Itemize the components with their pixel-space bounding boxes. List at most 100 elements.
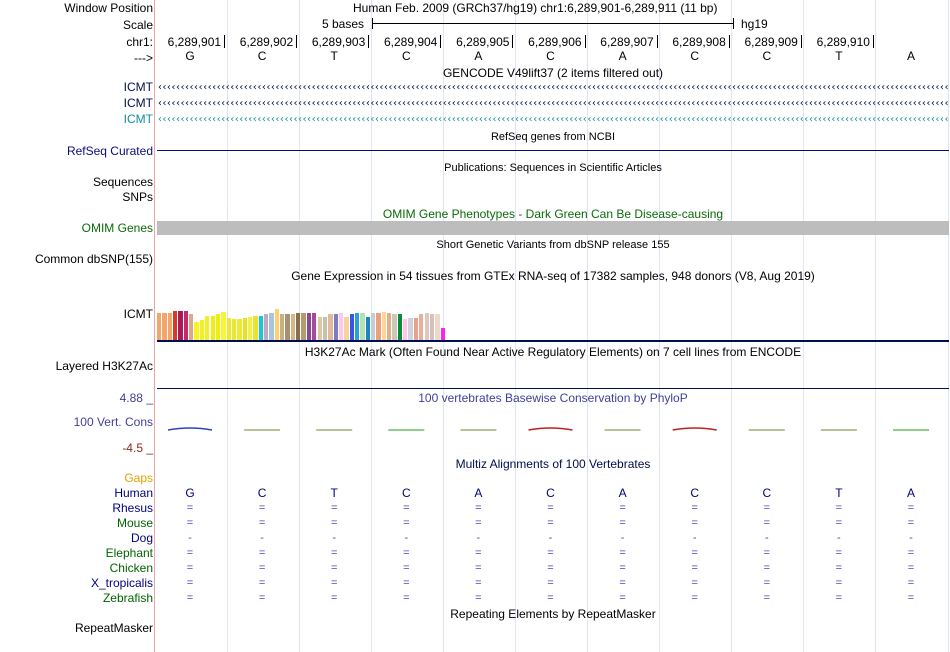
gencode-transcript-1[interactable]: ‹‹‹‹‹‹‹‹‹‹‹‹‹‹‹‹‹‹‹‹‹‹‹‹‹‹‹‹‹‹‹‹‹‹‹‹‹‹‹‹… xyxy=(157,83,949,93)
multiz-species-label[interactable]: Mouse xyxy=(116,516,153,530)
multiz-alignment-mark: = xyxy=(619,592,626,604)
gtex-tissue-bar[interactable] xyxy=(167,313,173,340)
multiz-alignment-mark: = xyxy=(763,502,771,514)
multiz-species-label[interactable]: Rhesus xyxy=(112,501,153,515)
multiz-species-label[interactable]: X_tropicalis xyxy=(90,576,153,590)
phylop-score-mark xyxy=(167,427,213,431)
gtex-tissue-bar[interactable] xyxy=(408,318,413,340)
label-snps[interactable]: SNPs xyxy=(122,190,153,204)
multiz-species-label[interactable]: Chicken xyxy=(109,561,153,575)
ruler-position-label: 6,289,906 xyxy=(528,35,582,49)
label-icmt-3[interactable]: ICMT xyxy=(123,112,153,126)
gtex-tissue-bar[interactable] xyxy=(413,318,419,340)
gencode-track-title: GENCODE V49lift37 (2 items filtered out) xyxy=(442,66,664,80)
gtex-tissue-bar[interactable] xyxy=(317,317,322,340)
multiz-alignment-mark: = xyxy=(403,517,410,529)
multiz-alignment-mark: - xyxy=(548,532,553,544)
gtex-tissue-bar[interactable] xyxy=(354,313,360,340)
gtex-tissue-bar[interactable] xyxy=(290,314,296,340)
gtex-tissue-bar[interactable] xyxy=(162,313,167,340)
gtex-bar-chart[interactable] xyxy=(156,284,556,340)
gtex-tissue-bar[interactable] xyxy=(381,312,387,340)
gtex-tissue-bar[interactable] xyxy=(178,311,183,340)
gtex-tissue-bar[interactable] xyxy=(296,313,301,340)
dna-base: C xyxy=(762,49,772,63)
gtex-tissue-bar[interactable] xyxy=(231,319,237,340)
gtex-tissue-bar[interactable] xyxy=(344,317,349,340)
gtex-tissue-bar[interactable] xyxy=(312,313,317,340)
multiz-species-label[interactable]: Human xyxy=(114,486,153,500)
gtex-tissue-bar[interactable] xyxy=(285,314,290,340)
gtex-tissue-bar[interactable] xyxy=(403,319,408,340)
gtex-tissue-bar[interactable] xyxy=(376,313,381,340)
gtex-tissue-bar[interactable] xyxy=(435,314,440,340)
multiz-alignment-mark: - xyxy=(332,532,337,544)
gtex-tissue-bar[interactable] xyxy=(371,313,376,340)
gtex-tissue-bar[interactable] xyxy=(306,313,312,340)
gtex-tissue-bar[interactable] xyxy=(301,313,306,340)
gtex-tissue-bar[interactable] xyxy=(419,314,424,340)
label-100-vert-cons[interactable]: 100 Vert. Cons xyxy=(73,415,153,429)
gtex-tissue-bar[interactable] xyxy=(253,316,258,340)
gtex-tissue-bar[interactable] xyxy=(264,314,269,340)
gtex-tissue-bar[interactable] xyxy=(333,314,338,340)
gtex-tissue-bar[interactable] xyxy=(199,320,205,340)
gtex-tissue-bar[interactable] xyxy=(440,328,445,340)
gtex-tissue-bar[interactable] xyxy=(189,314,194,340)
gtex-tissue-bar[interactable] xyxy=(194,322,199,340)
gencode-transcript-3[interactable]: ‹‹‹‹‹‹‹‹‹‹‹‹‹‹‹‹‹‹‹‹‹‹‹‹‹‹‹‹‹‹‹‹‹‹‹‹‹‹‹‹… xyxy=(157,115,949,125)
gtex-tissue-bar[interactable] xyxy=(242,318,247,340)
gtex-tissue-bar[interactable] xyxy=(429,314,435,340)
gtex-tissue-bar[interactable] xyxy=(258,316,263,340)
grid-line xyxy=(731,0,733,652)
label-layered-h3k27ac[interactable]: Layered H3K27Ac xyxy=(55,359,153,373)
multiz-species-label[interactable]: Dog xyxy=(130,531,153,545)
label-common-dbsnp[interactable]: Common dbSNP(155) xyxy=(34,252,153,266)
multiz-alignment-mark: - xyxy=(188,532,192,544)
gtex-tissue-bar[interactable] xyxy=(392,314,397,340)
gtex-tissue-bar[interactable] xyxy=(274,309,280,340)
refseq-gene-line[interactable] xyxy=(157,150,949,151)
gtex-tissue-bar[interactable] xyxy=(280,314,285,340)
label-gaps[interactable]: Gaps xyxy=(124,471,153,485)
phylop-wiggle[interactable] xyxy=(156,420,950,440)
label-icmt-2[interactable]: ICMT xyxy=(123,96,153,110)
gtex-tissue-bar[interactable] xyxy=(226,318,231,340)
gtex-tissue-bar[interactable] xyxy=(365,317,370,340)
ruler-tick xyxy=(440,35,442,48)
multiz-human-base: C xyxy=(546,486,555,500)
multiz-species-label[interactable]: Zebrafish xyxy=(102,591,153,605)
gtex-tissue-bar[interactable] xyxy=(173,311,178,340)
multiz-alignment-mark: = xyxy=(835,547,843,559)
gtex-gene-line xyxy=(157,340,949,342)
gtex-tissue-bar[interactable] xyxy=(215,314,221,340)
gtex-tissue-bar[interactable] xyxy=(387,313,392,340)
multiz-human-base: C xyxy=(762,486,772,500)
gtex-tissue-bar[interactable] xyxy=(328,314,333,340)
gtex-tissue-bar[interactable] xyxy=(349,314,354,340)
gtex-tissue-bar[interactable] xyxy=(183,311,189,340)
multiz-alignment-mark: = xyxy=(619,562,626,574)
gtex-tissue-bar[interactable] xyxy=(157,313,162,340)
gtex-tissue-bar[interactable] xyxy=(237,319,242,340)
multiz-species-label[interactable]: Elephant xyxy=(105,546,153,560)
gtex-tissue-bar[interactable] xyxy=(322,317,328,340)
gtex-tissue-bar[interactable] xyxy=(221,312,226,340)
gtex-tissue-bar[interactable] xyxy=(360,313,365,340)
gtex-tissue-bar[interactable] xyxy=(269,313,274,340)
gtex-tissue-bar[interactable] xyxy=(338,313,344,340)
label-repeatmasker[interactable]: RepeatMasker xyxy=(74,621,153,635)
omim-phenotype-bar[interactable] xyxy=(157,221,949,235)
label-gtex-gene[interactable]: ICMT xyxy=(123,307,153,321)
gtex-tissue-bar[interactable] xyxy=(210,316,215,340)
gtex-tissue-bar[interactable] xyxy=(424,313,429,340)
label-icmt-1[interactable]: ICMT xyxy=(123,80,153,94)
gencode-transcript-2[interactable]: ‹‹‹‹‹‹‹‹‹‹‹‹‹‹‹‹‹‹‹‹‹‹‹‹‹‹‹‹‹‹‹‹‹‹‹‹‹‹‹‹… xyxy=(157,99,949,109)
label-refseq-curated[interactable]: RefSeq Curated xyxy=(66,144,153,158)
gtex-tissue-bar[interactable] xyxy=(247,317,253,340)
grid-line xyxy=(587,0,589,652)
label-omim-genes[interactable]: OMIM Genes xyxy=(81,221,153,235)
gtex-tissue-bar[interactable] xyxy=(205,316,210,340)
gtex-tissue-bar[interactable] xyxy=(397,314,403,340)
label-sequences[interactable]: Sequences xyxy=(92,175,153,189)
